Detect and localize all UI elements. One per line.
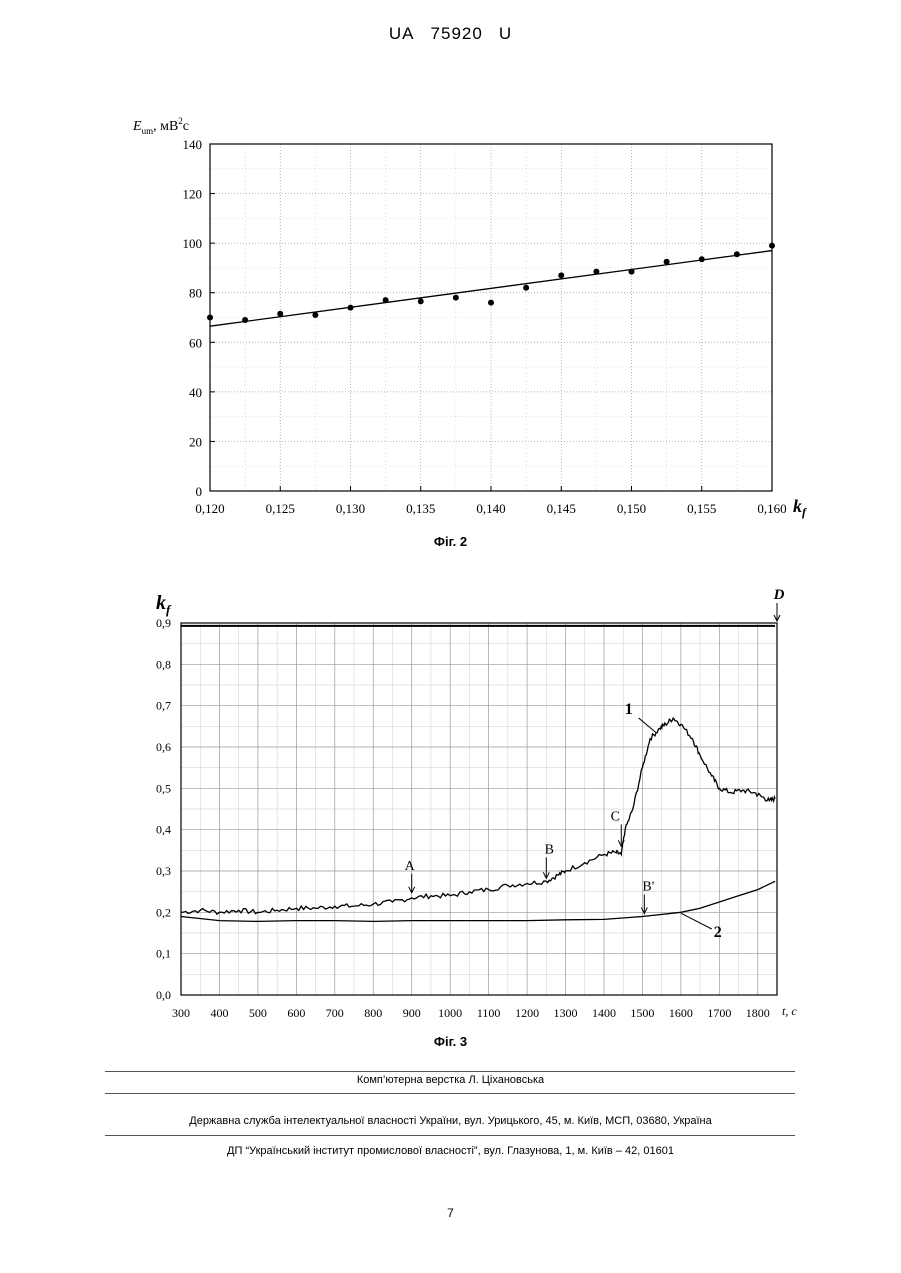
footer-divider-1 bbox=[105, 1071, 795, 1072]
fig3-ytick-label: 0,4 bbox=[156, 823, 171, 837]
fig3-xtick-label: 1100 bbox=[477, 1006, 501, 1020]
fig3-ytick-label: 0,2 bbox=[156, 905, 171, 919]
fig2-data-point bbox=[207, 315, 213, 321]
fig3-label-curve-2: 2 bbox=[714, 924, 722, 941]
fig3-tick-labels: 300 400 500 600 700 800 900 1000 1100 1200 1300 140… bbox=[156, 616, 770, 1020]
fig2-data-point bbox=[558, 272, 564, 278]
fig3-ylabel: kf bbox=[156, 592, 172, 617]
fig2-data-point bbox=[453, 295, 459, 301]
fig2-xtick-label: 0,130 bbox=[336, 501, 365, 516]
fig2-data-point bbox=[488, 300, 494, 306]
fig2-ytick-label: 20 bbox=[189, 434, 202, 449]
fig2-xlabel-sub: f bbox=[802, 505, 807, 519]
fig3-ylabel-sub: f bbox=[166, 602, 172, 617]
fig3-xtick-label: 1700 bbox=[707, 1006, 731, 1020]
fig3-ytick-label: 0,8 bbox=[156, 657, 171, 671]
footer-divider-3 bbox=[105, 1135, 795, 1136]
fig3-xtick-label: 1000 bbox=[438, 1006, 462, 1020]
fig3-label-b-prime: B' bbox=[642, 879, 654, 894]
fig3-ytick-label: 0,1 bbox=[156, 947, 171, 961]
fig2-ytick-label: 100 bbox=[183, 236, 203, 251]
fig2-data-point bbox=[593, 269, 599, 275]
fig2-ytick-label: 60 bbox=[189, 335, 202, 350]
figure-3-chart: 300 400 500 600 700 800 900 1000 1100 1200 1300 140… bbox=[0, 575, 901, 1045]
fig3-xtick-label: 400 bbox=[210, 1006, 228, 1020]
fig2-data-point bbox=[383, 297, 389, 303]
fig3-ylabel-main: k bbox=[156, 592, 166, 614]
fig2-data-point bbox=[629, 269, 635, 275]
fig3-ytick-label: 0,0 bbox=[156, 988, 171, 1002]
fig3-xtick-label: 1800 bbox=[746, 1006, 770, 1020]
fig2-data-point bbox=[242, 317, 248, 323]
fig2-data-point bbox=[312, 312, 318, 318]
fig2-data-point bbox=[277, 311, 283, 317]
fig2-ytick-label: 140 bbox=[183, 137, 203, 152]
fig3-xtick-label: 900 bbox=[403, 1006, 421, 1020]
fig2-data-point bbox=[523, 285, 529, 291]
fig2-grid bbox=[210, 144, 772, 491]
fig2-ytick-label: 80 bbox=[189, 286, 202, 301]
fig3-xtick-label: 1200 bbox=[515, 1006, 539, 1020]
figure-2-caption: Фіг. 2 bbox=[0, 534, 901, 549]
fig2-ytick-label: 40 bbox=[189, 385, 202, 400]
fig2-xtick-label: 0,145 bbox=[547, 501, 576, 516]
fig2-ylabel-main: E bbox=[132, 119, 142, 134]
fig3-label-c: C bbox=[611, 809, 620, 824]
fig3-series-1-line bbox=[181, 718, 775, 914]
fig2-xtick-label: 0,155 bbox=[687, 501, 716, 516]
figure-3-caption: Фіг. 3 bbox=[0, 1034, 901, 1049]
fig2-xlabel-main: k bbox=[793, 496, 802, 516]
fig2-data-point bbox=[664, 259, 670, 265]
fig3-annotations: A B C B' D 1 2 bbox=[405, 587, 785, 941]
fig2-ytick-label: 120 bbox=[183, 187, 203, 202]
footer-divider-2 bbox=[105, 1093, 795, 1094]
fig2-ylabel: Eum, мВ2c bbox=[132, 116, 189, 136]
fig2-ytick-label: 0 bbox=[196, 484, 203, 499]
fig2-ylabel-sub: um bbox=[142, 126, 154, 136]
fig3-xtick-label: 1600 bbox=[669, 1006, 693, 1020]
fig2-data-point bbox=[418, 298, 424, 304]
fig3-ytick-label: 0,3 bbox=[156, 864, 171, 878]
fig2-data-point bbox=[734, 251, 740, 257]
fig3-leader-curve-2 bbox=[681, 913, 712, 929]
fig3-xtick-label: 1300 bbox=[554, 1006, 578, 1020]
fig2-ylabel-unit2: c bbox=[183, 119, 189, 134]
fig3-xlabel: t, c bbox=[782, 1004, 797, 1018]
footer-typesetting: Комп’ютерна верстка Л. Ціхановська bbox=[0, 1074, 901, 1086]
fig2-data-point bbox=[348, 305, 354, 311]
fig3-data-marks bbox=[181, 626, 775, 922]
fig2-xtick-label: 0,140 bbox=[476, 501, 505, 516]
fig2-xlabel: kf bbox=[793, 496, 807, 519]
fig3-grid bbox=[181, 623, 777, 995]
fig2-xtick-label: 0,150 bbox=[617, 501, 646, 516]
fig2-xtick-label: 0,125 bbox=[266, 501, 295, 516]
fig2-ylabel-unit: , мВ bbox=[153, 119, 178, 134]
fig3-ytick-label: 0,7 bbox=[156, 699, 171, 713]
fig2-xtick-label: 0,120 bbox=[195, 501, 224, 516]
fig3-ytick-label: 0,5 bbox=[156, 781, 171, 795]
fig3-xtick-label: 500 bbox=[249, 1006, 267, 1020]
figure-2-chart: 0,120 0,125 0,130 0,135 0,140 0,145 0,150 0,155… bbox=[0, 0, 901, 560]
fig3-label-curve-1: 1 bbox=[625, 701, 633, 718]
fig2-data-point bbox=[769, 243, 775, 249]
fig3-leader-curve-1 bbox=[639, 718, 656, 732]
page-number: 7 bbox=[0, 1206, 901, 1220]
fig3-xtick-label: 700 bbox=[326, 1006, 344, 1020]
fig3-xtick-label: 600 bbox=[287, 1006, 305, 1020]
fig3-label-a: A bbox=[405, 859, 416, 874]
footer-institute-address: ДП “Український інститут промислової вла… bbox=[0, 1145, 901, 1157]
fig3-xtick-label: 1500 bbox=[630, 1006, 654, 1020]
fig3-ytick-label: 0,6 bbox=[156, 740, 171, 754]
fig3-xtick-label: 1400 bbox=[592, 1006, 616, 1020]
footer-office-address: Державна служба інтелектуальної власност… bbox=[0, 1115, 901, 1127]
fig3-label-b: B bbox=[545, 842, 554, 857]
fig2-xtick-label: 0,160 bbox=[757, 501, 786, 516]
fig3-xtick-label: 300 bbox=[172, 1006, 190, 1020]
fig3-xtick-label: 800 bbox=[364, 1006, 382, 1020]
fig2-xtick-label: 0,135 bbox=[406, 501, 435, 516]
fig3-label-d: D bbox=[773, 587, 785, 603]
fig2-data-point bbox=[699, 256, 705, 262]
fig3-ytick-label: 0,9 bbox=[156, 616, 171, 630]
